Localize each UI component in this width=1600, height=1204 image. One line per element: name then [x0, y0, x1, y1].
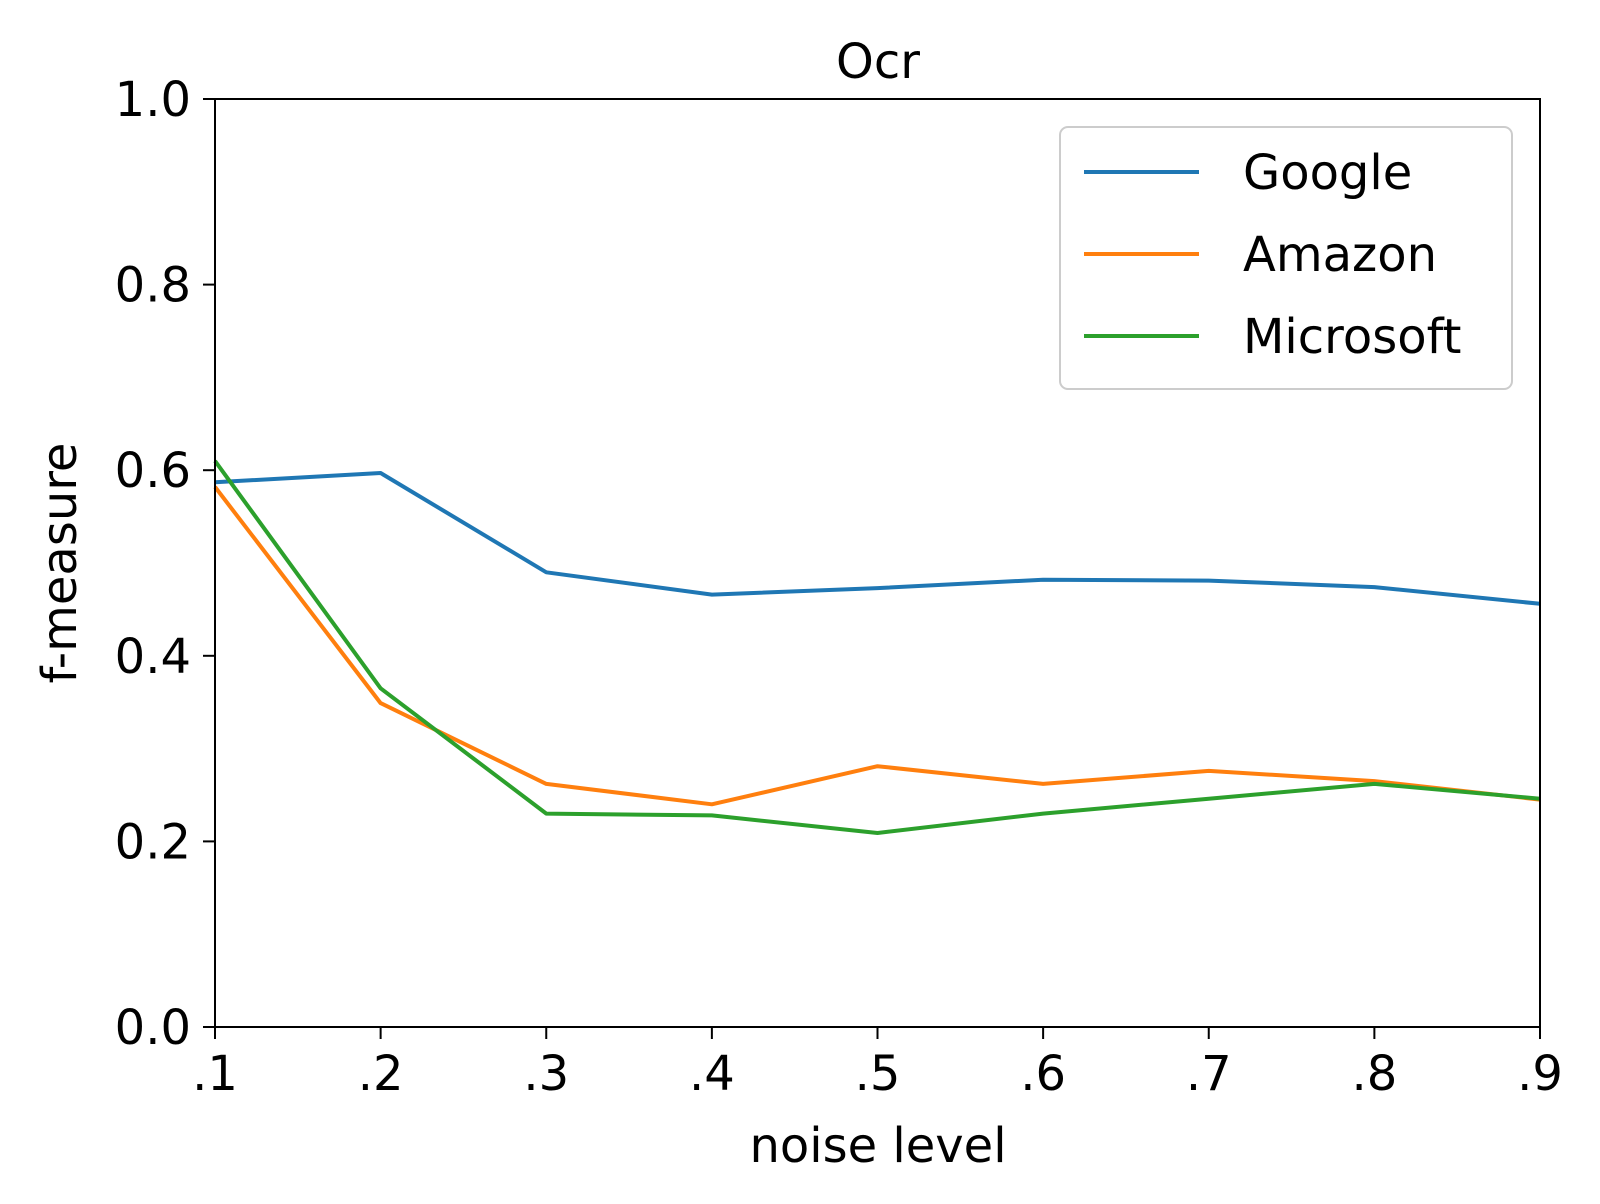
x-axis-label: noise level: [749, 1118, 1006, 1174]
x-tick-label: .5: [855, 1046, 901, 1102]
legend-label-google: Google: [1243, 145, 1412, 201]
y-tick-label: 0.8: [115, 258, 191, 314]
x-tick-label: .4: [689, 1046, 735, 1102]
y-axis-label: f-measure: [32, 443, 88, 684]
x-tick-label: .2: [358, 1046, 404, 1102]
series-line-microsoft: [213, 459, 1541, 835]
y-tick-label: 0.4: [115, 629, 191, 685]
y-tick-label: 1.0: [115, 72, 191, 128]
legend: Google Amazon Microsoft: [1059, 126, 1513, 390]
x-tick-label: .9: [1517, 1046, 1563, 1102]
x-axis-ticks: .1 .2 .3 .4 .5 .6 .7 .8 .9: [192, 1027, 1563, 1102]
y-axis-ticks: 0.0 0.2 0.4 0.6 0.8 1.0: [115, 72, 215, 1056]
legend-label-amazon: Amazon: [1243, 227, 1437, 283]
x-tick-label: .6: [1020, 1046, 1066, 1102]
legend-box: [1059, 126, 1513, 390]
x-tick-label: .3: [523, 1046, 569, 1102]
y-tick-label: 0.0: [115, 1000, 191, 1056]
legend-label-microsoft: Microsoft: [1243, 309, 1461, 365]
x-tick-label: .1: [192, 1046, 238, 1102]
x-tick-label: .8: [1351, 1046, 1397, 1102]
series-line-google: [214, 471, 1541, 606]
plot-lines: [213, 459, 1541, 835]
x-tick-label: .7: [1186, 1046, 1232, 1102]
y-tick-label: 0.2: [115, 814, 191, 870]
chart-title: Ocr: [836, 34, 920, 90]
y-tick-label: 0.6: [115, 443, 191, 499]
